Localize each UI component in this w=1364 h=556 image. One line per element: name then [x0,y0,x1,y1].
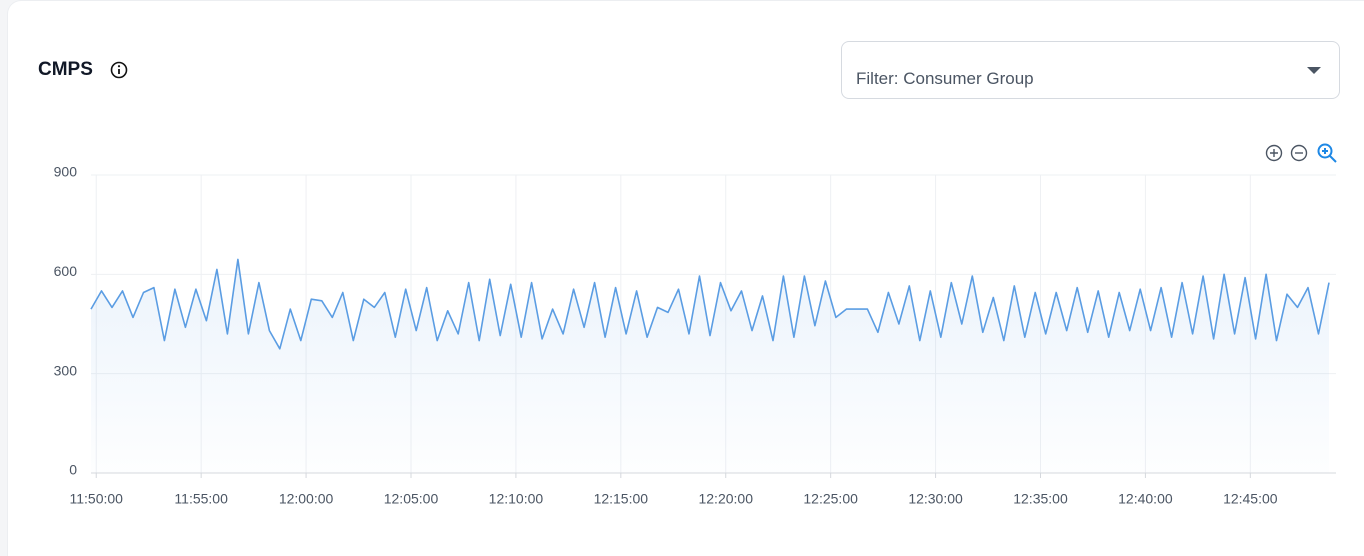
x-tick-label: 12:25:00 [803,491,858,507]
filter-label: Filter: Consumer Group [856,69,1034,88]
x-tick-label: 12:45:00 [1223,491,1278,507]
x-tick-label: 12:30:00 [908,491,963,507]
x-tick-label: 12:20:00 [698,491,753,507]
x-tick-label: 12:05:00 [384,491,439,507]
zoom-in[interactable] [1265,144,1283,162]
x-tick-label: 11:50:00 [70,491,124,507]
filter-dropdown[interactable]: Filter: Consumer Group [841,41,1340,99]
x-tick-label: 12:00:00 [279,491,334,507]
zoom-reset[interactable] [1317,143,1337,163]
y-tick-label: 600 [54,263,78,279]
line [90,258,1330,350]
x-tick-label: 12:15:00 [594,491,649,507]
x-tick-label: 12:35:00 [1013,491,1068,507]
y-tick-label: 900 [54,164,78,180]
chart-title: CMPS [38,59,93,80]
y-tick-label: 0 [69,462,77,478]
zoom-out[interactable] [1290,144,1308,162]
area [91,259,1330,473]
y-tick-label: 300 [54,362,78,378]
caret [1307,67,1321,74]
info-icon[interactable] [110,61,128,79]
x-tick-label: 12:10:00 [489,491,544,507]
x-tick-label: 11:55:00 [174,491,228,507]
x-tick-label: 12:40:00 [1118,491,1173,507]
